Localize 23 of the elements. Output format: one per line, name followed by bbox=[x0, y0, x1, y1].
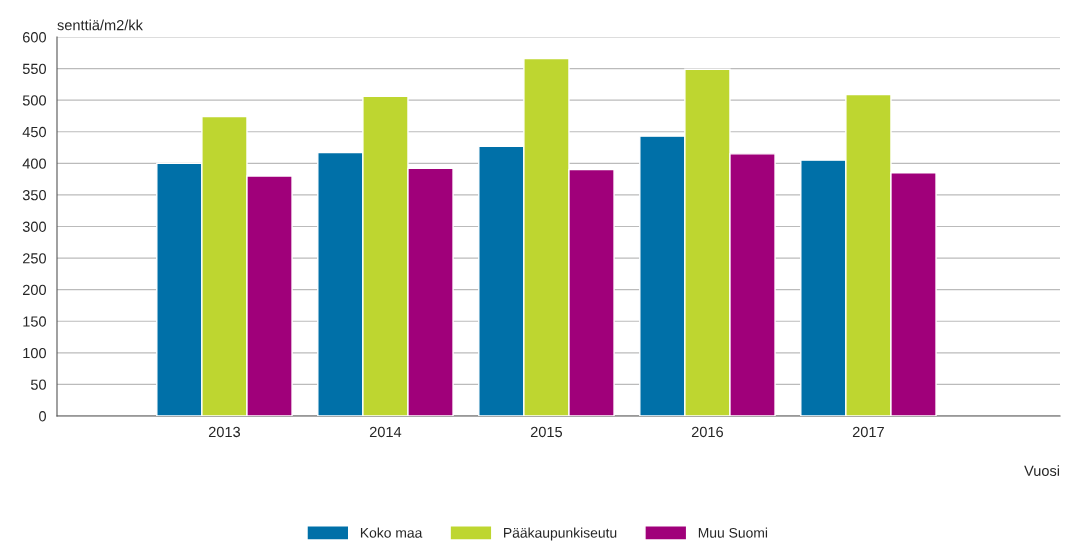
x-tick-label: 2015 bbox=[530, 426, 563, 438]
y-tick-label: 250 bbox=[22, 253, 47, 264]
y-tick-label: 50 bbox=[30, 379, 47, 390]
x-tick-label: 2014 bbox=[369, 426, 402, 438]
y-tick-label: 200 bbox=[22, 284, 47, 296]
y-tick-label: 300 bbox=[22, 221, 47, 232]
x-tick-label: 2013 bbox=[208, 426, 241, 438]
y-tick-label: 150 bbox=[23, 316, 47, 327]
y-tick-label: 100 bbox=[23, 347, 47, 359]
y-tick-label: 600 bbox=[22, 32, 47, 43]
y-tick-label: 500 bbox=[22, 95, 47, 106]
legend-label: Muu Suomi bbox=[698, 527, 768, 538]
x-tick-label: 2017 bbox=[852, 426, 884, 438]
y-tick-label: 450 bbox=[22, 126, 47, 138]
y-tick-label: 550 bbox=[22, 63, 47, 75]
legend-label: Koko maa bbox=[360, 527, 423, 538]
y-tick-label: 0 bbox=[39, 411, 47, 422]
y-tick-label: 400 bbox=[22, 158, 47, 169]
x-tick-label: 2016 bbox=[691, 426, 723, 438]
x-axis-title: Vuosi bbox=[1024, 465, 1060, 476]
y-tick-label: 350 bbox=[22, 190, 47, 201]
legend-label: Pääkaupunkiseutu bbox=[504, 527, 617, 541]
y-axis-title: senttiä/m2/kk bbox=[57, 19, 143, 31]
